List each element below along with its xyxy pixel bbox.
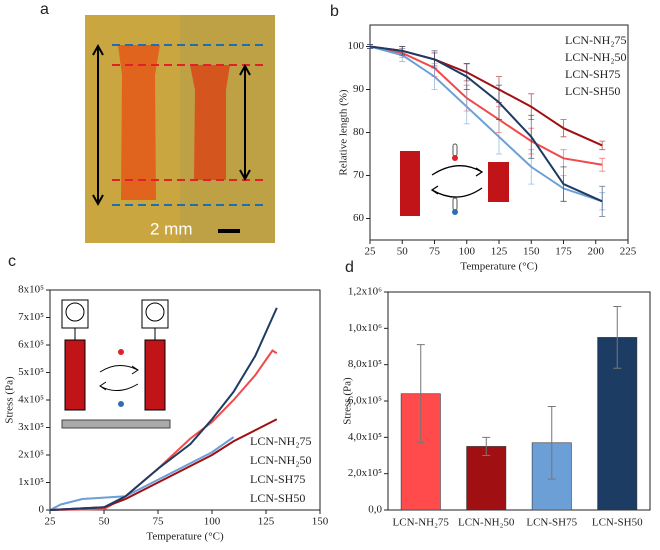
thermometer-bulb bbox=[118, 349, 124, 355]
y-tick-label: 2x10⁵ bbox=[18, 449, 44, 461]
legend-entry: LCN-SH50 bbox=[250, 491, 305, 505]
y-tick-label: 80 bbox=[353, 126, 365, 138]
x-tick-label: 50 bbox=[397, 246, 409, 258]
x-tick-label: LCN-SH50 bbox=[592, 517, 643, 529]
series-line bbox=[369, 45, 603, 203]
x-tick-label: 150 bbox=[312, 516, 329, 528]
x-tick-label: 75 bbox=[153, 516, 165, 528]
arrow bbox=[99, 381, 139, 391]
legend-entry: LCN-SH75 bbox=[565, 67, 620, 81]
y-tick-label: 60 bbox=[353, 212, 365, 224]
x-tick-label: 25 bbox=[365, 246, 377, 258]
x-tick-label: 125 bbox=[258, 516, 275, 528]
x-tick-label: 125 bbox=[491, 246, 508, 258]
y-tick-label: 100 bbox=[348, 40, 365, 52]
inset-sample bbox=[488, 162, 509, 202]
y-tick-label: 6x10⁵ bbox=[18, 339, 44, 351]
series-line bbox=[369, 45, 603, 166]
y-tick-label: 1x10⁵ bbox=[18, 476, 44, 488]
y-tick-label: 4x10⁵ bbox=[18, 394, 44, 406]
y-tick-label: 2,0x10⁵ bbox=[348, 467, 382, 479]
y-tick-label: 70 bbox=[353, 169, 365, 181]
y-tick-label: 0 bbox=[39, 504, 45, 516]
y-tick-label: 1,2x10⁶ bbox=[348, 286, 382, 298]
y-tick-label: 5x10⁵ bbox=[18, 366, 44, 378]
error-bar bbox=[613, 306, 622, 369]
y-tick-label: 0,0 bbox=[368, 504, 382, 516]
x-axis-title: Temperature (°C) bbox=[146, 531, 224, 543]
arrow bbox=[431, 165, 484, 177]
thermometer-hot bbox=[452, 143, 458, 157]
inset-c bbox=[61, 299, 171, 429]
gauge-dial bbox=[145, 302, 165, 322]
legend-entry: LCN-NH₂75 bbox=[250, 434, 312, 448]
photo-half bbox=[180, 15, 275, 243]
arrow bbox=[239, 63, 251, 182]
arrow bbox=[99, 365, 139, 375]
x-tick-label: 225 bbox=[620, 246, 637, 258]
y-tick-label: 8,0x10⁵ bbox=[348, 358, 382, 370]
y-axis-title: Stress (Pa) bbox=[342, 377, 354, 425]
scale-bar-label: 2 mm bbox=[150, 219, 193, 238]
x-tick-label: 200 bbox=[588, 246, 605, 258]
panel-label: c bbox=[8, 253, 16, 270]
y-tick-label: 7x10⁵ bbox=[18, 311, 44, 323]
y-tick-label: 6,0x10⁵ bbox=[348, 395, 382, 407]
y-axis-title: Relative length (%) bbox=[338, 89, 350, 175]
legend-entry: LCN-SH50 bbox=[565, 84, 620, 98]
inset-sample bbox=[144, 339, 166, 411]
inset-sample bbox=[400, 151, 420, 216]
y-tick-label: 8x10⁵ bbox=[18, 284, 44, 296]
photo-panel: a 2 mm bbox=[40, 1, 275, 243]
panel-label: a bbox=[40, 1, 49, 18]
y-tick-label: 90 bbox=[353, 83, 365, 95]
arrow bbox=[92, 43, 104, 207]
thermometer-bulb bbox=[452, 209, 458, 215]
error-bar bbox=[416, 344, 425, 444]
bar bbox=[466, 446, 507, 511]
arrow bbox=[430, 185, 483, 198]
x-tick-label: 100 bbox=[459, 246, 476, 258]
x-tick-label: 100 bbox=[204, 516, 221, 528]
y-axis-title: Stress (Pa) bbox=[4, 376, 16, 424]
x-tick-label: LCN-NH₂75 bbox=[393, 517, 450, 529]
x-tick-label: LCN-SH75 bbox=[526, 517, 577, 529]
x-tick-label: 50 bbox=[99, 516, 111, 528]
series-line bbox=[369, 45, 603, 203]
legend-entry: LCN-SH75 bbox=[250, 472, 305, 486]
x-tick-label: LCN-NH₂50 bbox=[458, 517, 515, 529]
series-line bbox=[49, 436, 235, 511]
thermometer-cold bbox=[452, 197, 458, 211]
series-line bbox=[49, 307, 278, 511]
gauge-dial bbox=[65, 302, 85, 322]
y-tick-label: 1,0x10⁶ bbox=[348, 322, 382, 334]
sample bbox=[190, 65, 230, 180]
sample bbox=[118, 45, 160, 200]
error-bar bbox=[482, 436, 491, 456]
x-axis-title: Temperature (°C) bbox=[460, 261, 538, 273]
x-tick-label: 150 bbox=[523, 246, 540, 258]
thermometer-bulb bbox=[118, 401, 124, 407]
panel-label: d bbox=[345, 259, 354, 276]
base bbox=[61, 419, 171, 429]
thermometer-bulb bbox=[452, 155, 458, 161]
y-tick-label: 4,0x10⁵ bbox=[348, 431, 382, 443]
error-bar bbox=[547, 405, 556, 480]
legend-entry: LCN-NH₂50 bbox=[250, 453, 312, 467]
inset-sample bbox=[64, 339, 86, 411]
x-tick-label: 175 bbox=[555, 246, 572, 258]
inset-b bbox=[400, 143, 509, 216]
scale-bar bbox=[218, 229, 240, 233]
x-tick-label: 75 bbox=[429, 246, 441, 258]
x-tick-label: 25 bbox=[45, 516, 57, 528]
legend-entry: LCN-NH₂50 bbox=[565, 50, 627, 64]
legend-entry: LCN-NH₂75 bbox=[565, 33, 627, 47]
panel-label: b bbox=[330, 3, 339, 20]
y-tick-label: 3x10⁵ bbox=[18, 421, 44, 433]
